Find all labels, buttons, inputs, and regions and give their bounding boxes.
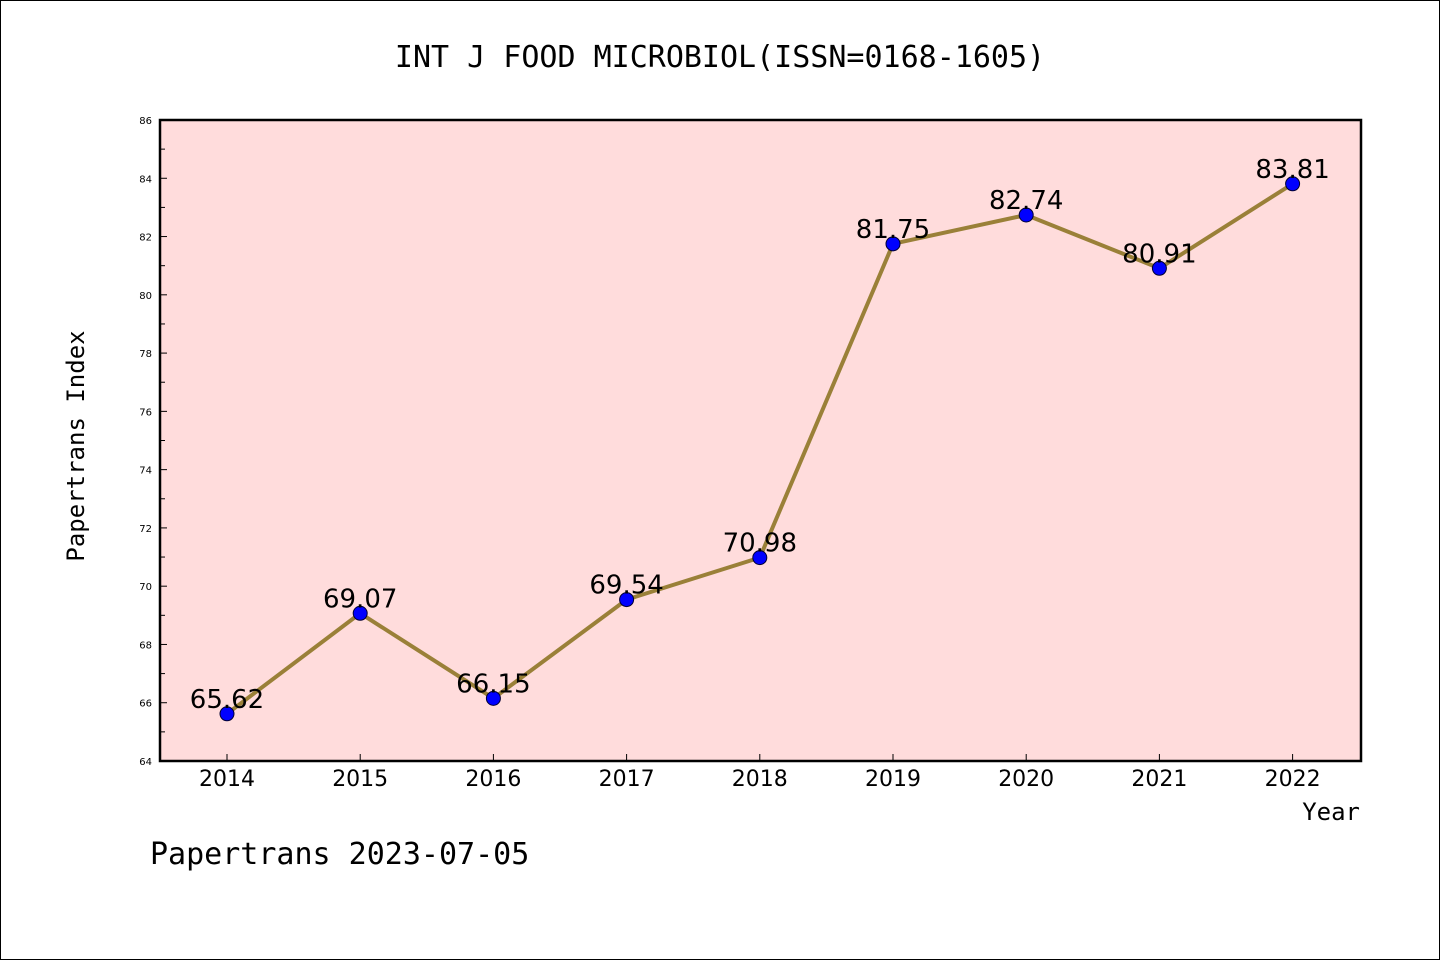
x-tick-label: 2019 — [865, 767, 921, 792]
y-tick-label: 68 — [139, 640, 152, 651]
y-tick-label: 80 — [139, 291, 152, 302]
y-tick-label: 64 — [139, 757, 152, 768]
data-point — [885, 236, 901, 252]
data-point — [619, 592, 635, 608]
y-tick-label: 82 — [139, 233, 152, 244]
data-point — [219, 706, 235, 722]
x-tick-label: 2022 — [1265, 767, 1321, 792]
x-tick-label: 2020 — [998, 767, 1054, 792]
x-tick-label: 2016 — [465, 767, 521, 792]
y-axis-label: Papertrans Index — [62, 330, 90, 561]
x-tick-label: 2015 — [332, 767, 388, 792]
data-label: 81.75 — [856, 215, 930, 245]
footer-date: Papertrans 2023-07-05 — [150, 837, 529, 872]
y-tick-label: 74 — [139, 466, 152, 477]
x-axis: 2014 2015 2016 2017 2018 2019 2020 2021 2022 — [199, 754, 1321, 792]
x-tick-label: 2021 — [1131, 767, 1187, 792]
y-tick-label: 76 — [139, 407, 152, 418]
x-axis-label: Year — [1302, 798, 1360, 826]
y-tick-label: 70 — [139, 582, 152, 593]
data-point — [1018, 207, 1034, 223]
data-label: 66.15 — [456, 669, 530, 699]
data-point — [352, 605, 368, 621]
data-label: 80.91 — [1122, 239, 1196, 269]
data-label: 65.62 — [190, 685, 264, 715]
y-tick-label: 84 — [139, 174, 152, 185]
x-tick-label: 2018 — [732, 767, 788, 792]
x-tick-label: 2017 — [599, 767, 655, 792]
data-label: 69.07 — [323, 584, 397, 614]
series-group: 65.62 69.07 66.15 69.54 70.98 81.75 82.74 80.91… — [190, 155, 1330, 722]
y-tick-label: 86 — [139, 116, 152, 127]
data-label: 82.74 — [989, 186, 1063, 216]
x-tick-label: 2014 — [199, 767, 255, 792]
data-point — [752, 550, 768, 566]
data-label: 69.54 — [589, 571, 663, 601]
plot-area — [158, 118, 1363, 763]
y-axis: 64 66 68 70 72 74 76 78 80 82 84 86 — [139, 116, 167, 768]
chart-title: INT J FOOD MICROBIOL(ISSN=0168-1605) — [395, 40, 1045, 75]
y-tick-label: 78 — [139, 349, 152, 360]
y-tick-label: 66 — [139, 699, 152, 710]
data-point — [485, 690, 501, 706]
data-point — [1285, 176, 1301, 192]
data-label: 83.81 — [1255, 155, 1329, 185]
y-tick-label: 72 — [139, 524, 152, 535]
data-point — [1151, 260, 1167, 276]
data-label: 70.98 — [723, 529, 797, 559]
